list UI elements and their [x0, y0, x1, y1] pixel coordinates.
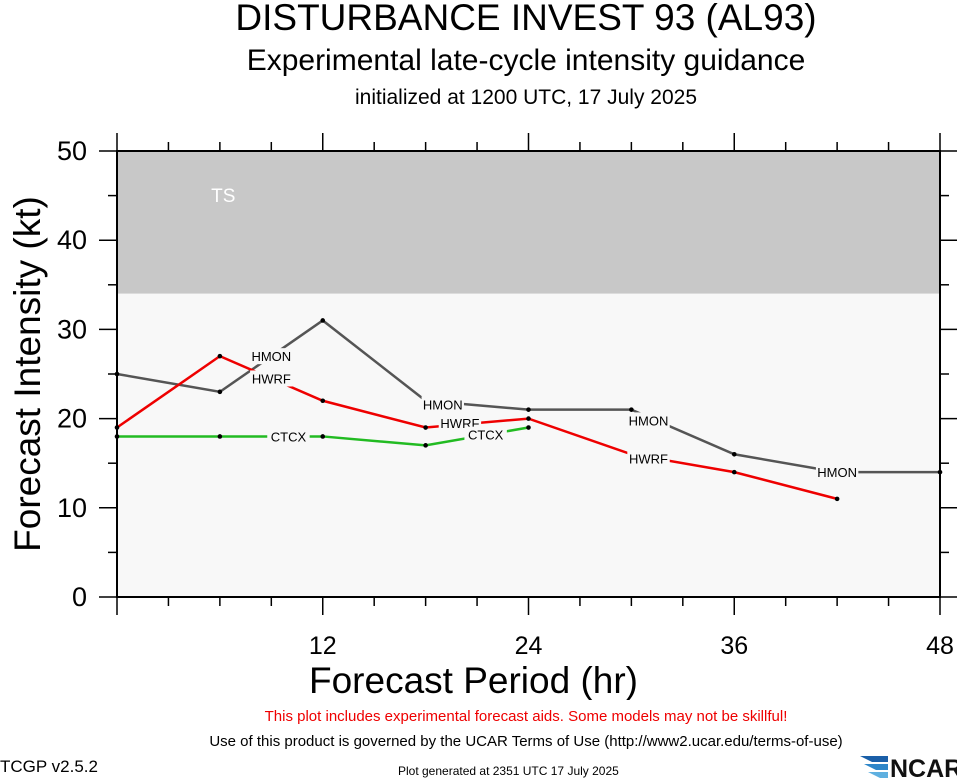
data-point	[320, 318, 326, 323]
intensity-band	[117, 151, 940, 294]
chart-subtitle: Experimental late-cycle intensity guidan…	[246, 44, 806, 77]
x-axis-label: Forecast Period (hr)	[309, 660, 638, 700]
version-label: TCGP v2.5.2	[0, 757, 98, 776]
data-point	[217, 434, 223, 439]
data-point	[423, 425, 428, 430]
series-label-bg	[250, 370, 293, 387]
data-point	[834, 496, 840, 502]
x-tick-label: 48	[926, 632, 954, 660]
series-label-bg	[627, 412, 670, 429]
y-tick-label: 40	[57, 225, 87, 255]
y-tick-label: 10	[57, 493, 87, 523]
init-time: initialized at 1200 UTC, 17 July 2025	[354, 86, 698, 109]
data-point	[526, 407, 531, 412]
series-label: HMON	[817, 465, 857, 480]
data-point	[731, 451, 737, 457]
data-point	[937, 469, 943, 475]
data-point	[217, 353, 223, 359]
x-tick-label: 24	[515, 632, 543, 660]
series-label: CTCX	[468, 428, 504, 443]
experimental-warning: This plot includes experimental forecast…	[264, 708, 788, 725]
ncar-logo-mark	[860, 756, 888, 778]
x-tick-label: 36	[720, 632, 748, 660]
data-point	[320, 398, 326, 404]
data-point	[114, 425, 120, 430]
series-label-bg	[250, 348, 293, 365]
data-point	[629, 407, 634, 412]
terms-of-use: Use of this product is governed by the U…	[209, 733, 843, 750]
band-label: TS	[211, 186, 235, 207]
y-tick-label: 50	[57, 136, 87, 166]
ncar-logo-text: NCAR	[890, 755, 957, 780]
y-tick-label: 20	[57, 404, 87, 434]
data-point	[217, 389, 223, 395]
intensity-band	[117, 293, 940, 597]
series-label: HMON	[629, 413, 669, 428]
y-axis-label: Forecast Intensity (kt)	[7, 196, 48, 552]
data-point	[114, 371, 120, 377]
data-point	[526, 425, 531, 430]
series-label: HWRF	[252, 371, 291, 386]
series-label-bg	[815, 464, 859, 481]
series-label-bg	[627, 450, 670, 467]
chart-title: DISTURBANCE INVEST 93 (AL93)	[235, 0, 817, 38]
data-point	[320, 434, 326, 439]
data-point	[526, 416, 531, 421]
series-label-bg	[421, 396, 464, 413]
data-point	[423, 443, 428, 448]
generated-time: Plot generated at 2351 UTC 17 July 2025	[398, 764, 619, 778]
ncar-logo: NCAR	[860, 755, 957, 780]
intensity-chart: TS 0 10 20 30 40 50 12 24 36 48 Forecast Period (hr…	[7, 133, 957, 700]
data-point	[114, 434, 120, 439]
series-label: CTCX	[271, 429, 307, 444]
series-label: HWRF	[629, 452, 668, 467]
series-label-bg	[464, 426, 507, 443]
series-label: HMON	[251, 349, 291, 364]
y-tick-label: 30	[57, 314, 87, 344]
x-tick-label: 12	[309, 632, 337, 660]
data-point	[731, 469, 737, 475]
y-tick-label: 0	[72, 582, 87, 612]
series-label: HMON	[423, 397, 463, 412]
series-label-bg	[267, 428, 310, 445]
